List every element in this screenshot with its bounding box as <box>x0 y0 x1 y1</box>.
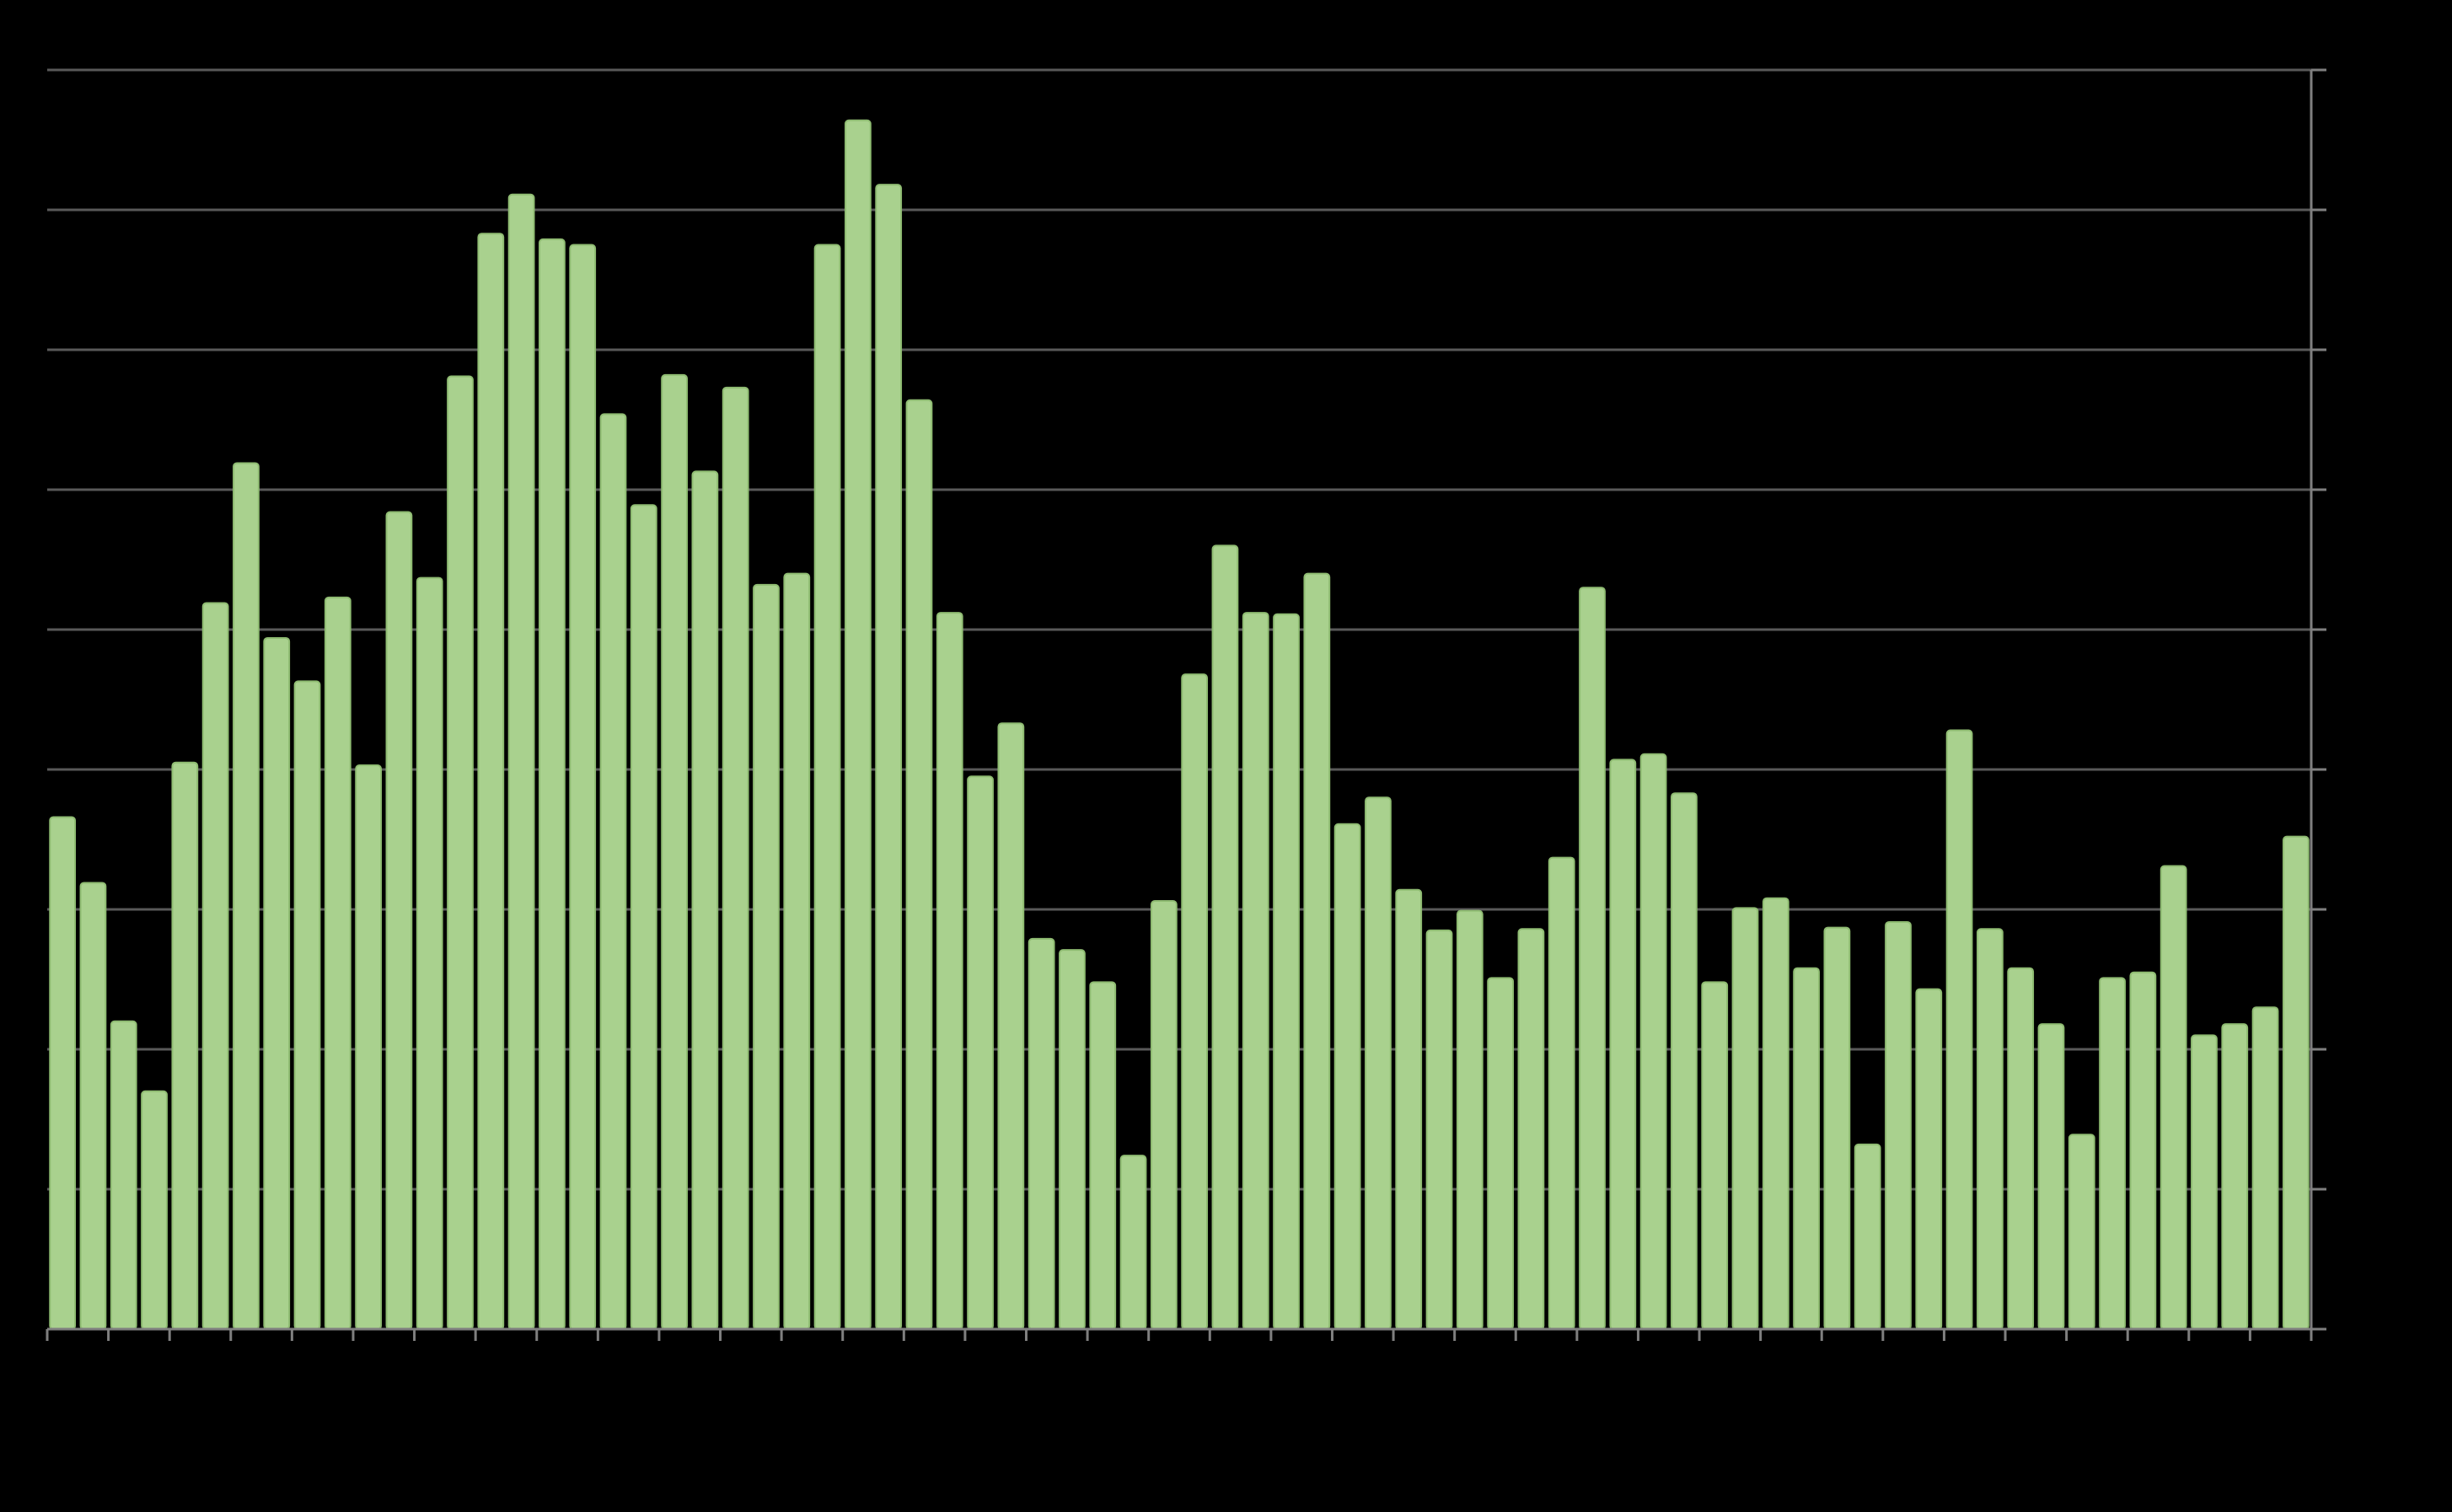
bar <box>141 1090 168 1331</box>
bar <box>355 764 383 1330</box>
bar <box>1945 729 1973 1330</box>
bar <box>1762 897 1789 1330</box>
bar <box>2251 1006 2279 1330</box>
bar <box>2160 865 2187 1331</box>
bar <box>691 470 719 1330</box>
bar <box>997 722 1025 1330</box>
bar <box>1639 753 1667 1330</box>
bar <box>1885 920 1912 1330</box>
bar <box>447 375 474 1330</box>
bar <box>1456 909 1484 1331</box>
bar <box>2221 1023 2249 1330</box>
bar <box>1303 572 1331 1330</box>
bar <box>967 775 994 1330</box>
bar <box>201 602 229 1330</box>
bar <box>722 386 749 1331</box>
bar <box>324 596 351 1330</box>
bar <box>569 244 597 1330</box>
bar <box>599 413 627 1330</box>
bar <box>844 119 872 1330</box>
bar <box>385 511 413 1330</box>
bar <box>936 612 963 1330</box>
bar <box>1150 900 1178 1331</box>
bar <box>1517 928 1545 1330</box>
bar <box>2037 1023 2065 1330</box>
bar <box>49 816 77 1330</box>
bar <box>477 233 505 1331</box>
bar <box>1333 823 1361 1330</box>
bar <box>1823 926 1851 1330</box>
bar <box>1365 796 1392 1330</box>
bar <box>1181 673 1209 1330</box>
bar <box>661 373 688 1330</box>
bar <box>171 761 199 1330</box>
bar <box>1211 544 1239 1330</box>
bar <box>1487 977 1515 1330</box>
bar <box>110 1020 137 1331</box>
bar <box>813 244 841 1330</box>
bar <box>875 184 903 1330</box>
bar <box>233 462 260 1331</box>
bar <box>1579 587 1606 1330</box>
bar <box>539 238 566 1330</box>
bar <box>783 572 811 1330</box>
bar <box>1273 613 1300 1330</box>
bar <box>507 193 535 1331</box>
bar <box>2191 1034 2218 1331</box>
bar <box>1854 1143 1881 1330</box>
bar <box>630 504 657 1330</box>
bar <box>1671 792 1698 1330</box>
bar <box>1976 928 2004 1330</box>
bar <box>1425 929 1453 1331</box>
bar <box>1731 907 1759 1330</box>
bar <box>1395 888 1423 1330</box>
bar <box>2099 977 2126 1330</box>
bar <box>1701 981 1729 1330</box>
bar <box>293 680 321 1330</box>
bar <box>2282 835 2310 1330</box>
bar <box>1027 937 1055 1330</box>
bar <box>1915 988 1943 1330</box>
bar <box>1242 612 1269 1330</box>
bar <box>2068 1134 2095 1331</box>
bar <box>1059 949 1086 1330</box>
bar <box>263 636 291 1330</box>
bar <box>79 882 107 1330</box>
bar <box>2007 967 2035 1330</box>
bar <box>1793 967 1820 1330</box>
bar <box>1609 759 1637 1330</box>
bar <box>416 576 443 1330</box>
bar <box>905 399 933 1330</box>
bar <box>2129 971 2157 1330</box>
bar <box>753 583 780 1330</box>
bar <box>1089 981 1117 1330</box>
bar <box>1119 1155 1147 1331</box>
bar <box>1548 856 1575 1330</box>
